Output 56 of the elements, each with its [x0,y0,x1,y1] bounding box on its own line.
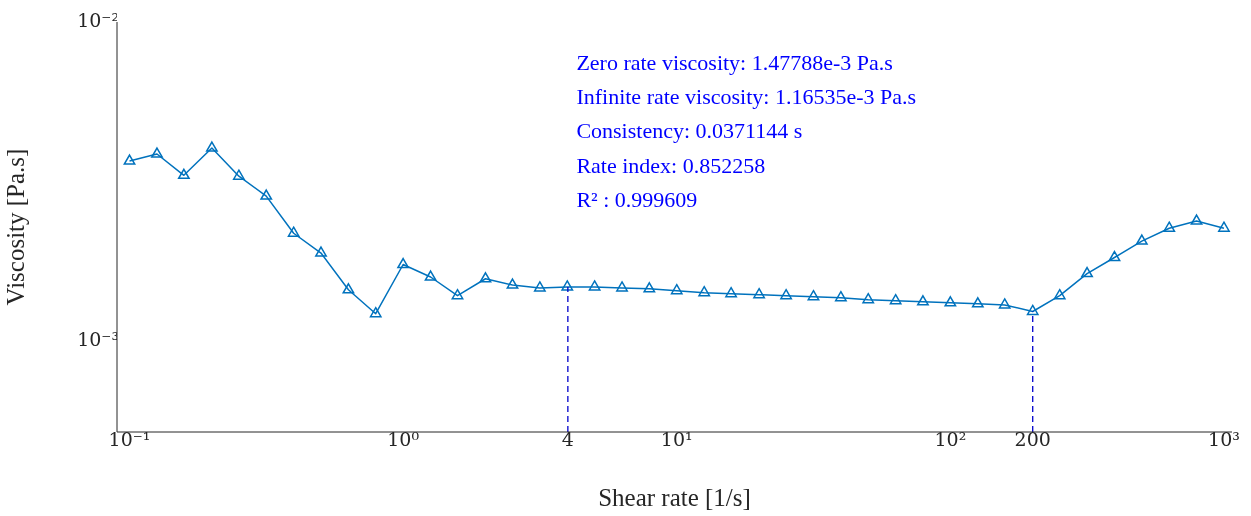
point [1081,266,1094,278]
x-axis-title: Shear rate [1/s] [598,483,751,511]
x-tick-label: 10³ [1208,428,1240,451]
point [670,284,683,295]
annotation: R² : 0.999609 [576,186,698,212]
point [780,288,793,300]
point [1135,234,1148,245]
y-axis-title: Viscosity [Pa.s] [1,148,29,306]
point [971,297,984,308]
point [342,283,355,294]
point [807,289,820,301]
point [889,293,902,305]
point [315,246,327,257]
point [834,290,847,302]
x-tick-label: 10² [934,428,967,451]
x-tick-label: 10⁰ [387,428,420,451]
point [1190,214,1203,225]
annotation: Infinite rate viscosity: 1.16535e-3 Pa.s [576,84,917,110]
x-tick-label: 200 [1014,428,1051,451]
point [588,280,601,291]
annotation: Consistency: 0.0371144 s [576,118,803,144]
point [698,285,711,297]
point [725,286,738,298]
point [1053,288,1066,300]
point [753,287,766,299]
point [1163,221,1176,232]
point [916,295,929,306]
point [151,147,163,158]
y-tick-label: 10⁻² [77,8,119,31]
point [451,288,464,300]
point [479,272,492,283]
point [998,298,1011,309]
point [232,169,245,180]
point [1026,304,1039,316]
point [369,306,382,318]
point [260,189,273,200]
point [643,282,656,293]
point [944,296,957,307]
point [123,154,136,165]
point [862,292,875,304]
point [397,257,410,269]
point [506,278,519,289]
annotation: Zero rate viscosity: 1.47788e-3 Pa.s [576,49,893,75]
point [205,141,218,152]
point [424,270,437,281]
point [177,168,190,180]
point [616,281,628,292]
x-tick-label: 4 [561,428,574,451]
point [561,280,574,291]
point [1218,221,1230,232]
point [287,226,300,237]
point [533,281,546,292]
x-tick-label: 10¹ [660,428,693,451]
x-tick-label: 10⁻¹ [108,428,151,451]
point [1108,250,1121,262]
annotation: Rate index: 0.852258 [576,152,766,178]
